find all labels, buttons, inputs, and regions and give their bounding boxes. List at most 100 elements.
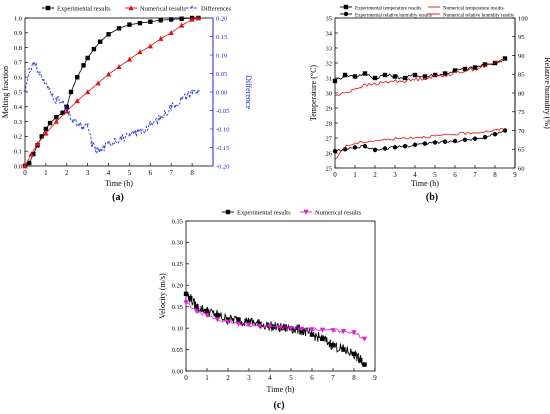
- x-tick-label: 8: [352, 374, 356, 382]
- data-point: [502, 56, 508, 61]
- y-tick-label: 25: [326, 165, 333, 172]
- data-point: [158, 35, 164, 41]
- data-point: [277, 325, 284, 331]
- y-tick-label: 31: [326, 75, 333, 82]
- data-point: *: [140, 127, 144, 135]
- y-tick-label: 0.0: [14, 163, 22, 170]
- data-point: [442, 139, 448, 144]
- data-point: [412, 142, 418, 147]
- data-point: [422, 141, 428, 146]
- x-tick-label: 4: [107, 169, 111, 177]
- data-point: [183, 300, 189, 306]
- x-tick-label: 9: [513, 171, 517, 179]
- legend-marker: [45, 5, 51, 11]
- y-tick-label: 28: [326, 120, 333, 127]
- data-point: [26, 160, 32, 166]
- data-point: *: [46, 85, 50, 93]
- data-point: [147, 43, 153, 49]
- data-point: [442, 71, 448, 76]
- data-point: [116, 64, 122, 70]
- y2-tick-label: 60: [518, 165, 525, 172]
- data-point: [34, 141, 41, 146]
- data-point: *: [94, 146, 98, 154]
- y-tick-label: 0.1: [14, 149, 22, 156]
- data-point: [246, 322, 252, 328]
- legend-label: Experimental results: [237, 209, 291, 216]
- x-tick-label: 5: [289, 374, 293, 382]
- data-point: [137, 49, 143, 55]
- data-point: [68, 89, 74, 95]
- legend-marker: [343, 4, 349, 10]
- data-point: [267, 324, 273, 330]
- series-line-1: [334, 58, 506, 97]
- data-point: *: [113, 137, 117, 145]
- data-point: [60, 110, 65, 115]
- data-point: [372, 147, 378, 153]
- y2-tick-label: 65: [518, 147, 525, 154]
- data-point: [361, 336, 368, 342]
- y-tick-label: 0.7: [14, 60, 23, 67]
- data-point: [64, 108, 70, 114]
- data-point: [39, 134, 44, 139]
- x-tick-label: 6: [310, 374, 314, 382]
- data-point: *: [50, 92, 54, 100]
- x-tick-label: 0: [184, 374, 188, 382]
- data-point: [358, 358, 363, 363]
- data-point: [432, 72, 438, 78]
- data-point: *: [159, 114, 163, 122]
- legend-marker: *: [190, 5, 194, 13]
- data-point: [352, 74, 358, 79]
- x-tick-label: 7: [331, 374, 335, 382]
- data-point: *: [134, 129, 138, 137]
- y-tick-label: 35: [326, 15, 333, 22]
- data-point: *: [180, 96, 184, 104]
- x-tick-label: 3: [393, 171, 397, 179]
- data-point: *: [86, 122, 90, 130]
- data-point: [319, 327, 326, 333]
- data-point: [95, 80, 101, 86]
- y-tick-label: 0.8: [14, 45, 22, 52]
- x-tick-label: 8: [493, 171, 497, 179]
- y2-tick-label: 90: [518, 53, 525, 60]
- data-point: [214, 317, 221, 323]
- series-line-2: [24, 61, 199, 155]
- data-point: [158, 18, 163, 23]
- data-point: [28, 151, 34, 157]
- data-point: [342, 72, 348, 78]
- y-tick-label: 26: [326, 150, 333, 157]
- x-tick-label: 7: [169, 169, 173, 177]
- y2-tick-label: 0.00: [216, 89, 227, 96]
- data-point: [482, 62, 488, 67]
- data-point: [98, 39, 103, 44]
- data-point: [31, 151, 36, 157]
- y-tick-label: 0.25: [172, 261, 183, 268]
- data-point: *: [71, 118, 75, 126]
- data-point: [53, 118, 59, 124]
- x-tick-label: 6: [149, 169, 153, 177]
- y-tick-label: 0.35: [172, 218, 183, 225]
- data-point: [225, 319, 231, 325]
- data-point: [204, 308, 210, 314]
- data-point: *: [27, 66, 31, 74]
- y2-axis-label: Difference: [244, 75, 253, 110]
- data-point: [382, 72, 388, 78]
- x-tick-label: 3: [247, 374, 251, 382]
- data-point: [362, 71, 368, 76]
- data-point: [298, 326, 305, 332]
- y2-tick-label: 0.15: [216, 34, 227, 41]
- data-point: [452, 68, 458, 73]
- x-tick-label: 0: [333, 171, 337, 179]
- y-tick-label: 34: [326, 30, 333, 37]
- data-point: [126, 56, 133, 62]
- data-point: [74, 98, 80, 104]
- data-point: [137, 20, 143, 26]
- y-tick-label: 32: [326, 60, 333, 67]
- data-point: [215, 313, 220, 318]
- y-axis-label: Velocity (m/s): [158, 273, 167, 319]
- data-point: *: [42, 77, 46, 85]
- data-point: [188, 295, 193, 301]
- data-point: [320, 336, 325, 342]
- y-tick-label: 0.00: [172, 368, 183, 375]
- y-tick-label: 0.10: [172, 325, 183, 332]
